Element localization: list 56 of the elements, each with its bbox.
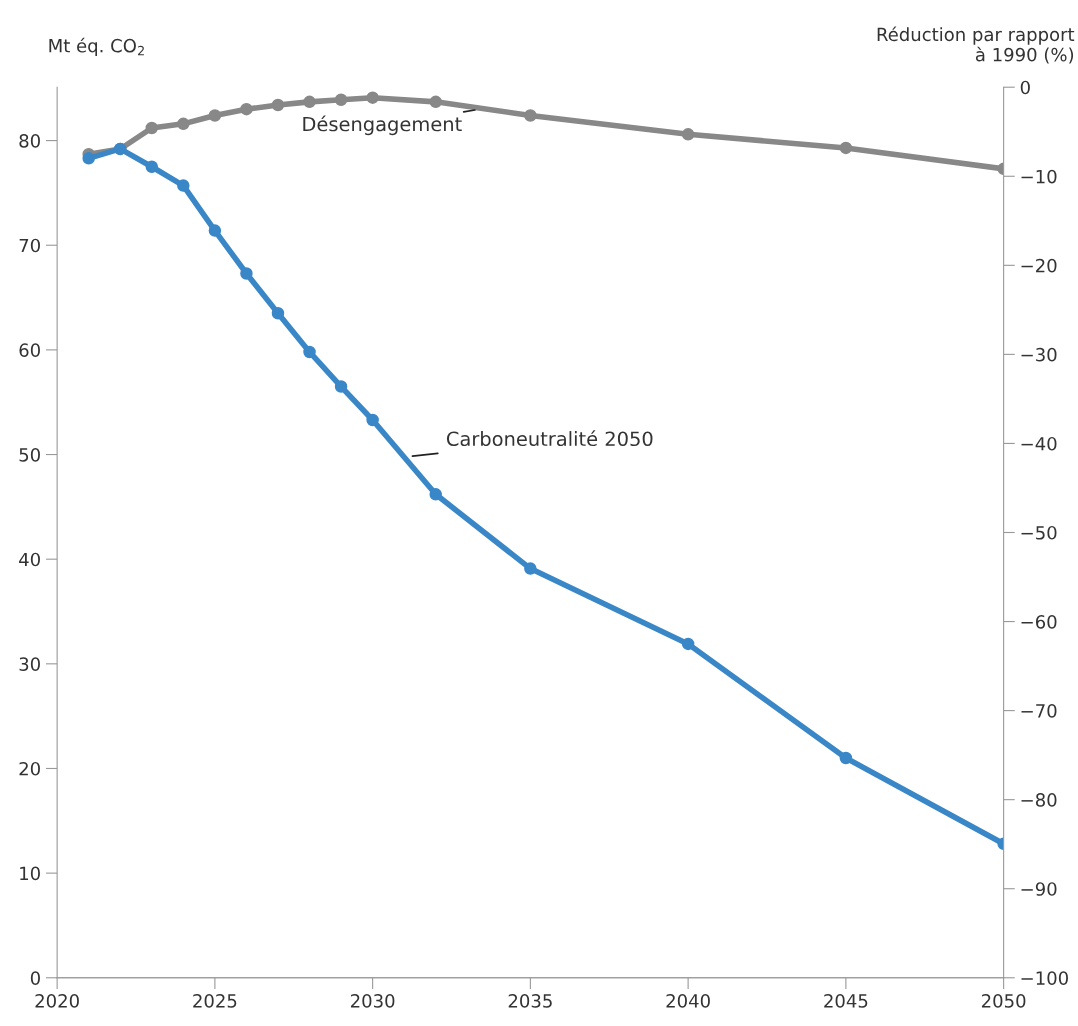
x-tick-label: 2020 bbox=[35, 994, 79, 1008]
series-label: Désengagement bbox=[303, 115, 462, 136]
point bbox=[366, 91, 379, 104]
point bbox=[303, 345, 316, 359]
x-tick-label: 2040 bbox=[666, 994, 710, 1008]
point bbox=[334, 380, 348, 393]
y-tick-label: 10 bbox=[20, 866, 40, 881]
x-tick-label: 2045 bbox=[824, 994, 868, 1008]
point bbox=[208, 224, 222, 237]
y2-tick-label: −50 bbox=[1021, 525, 1057, 540]
y-axis-title: Mt éq. CO$_{2}$ bbox=[49, 37, 144, 56]
x-tick-label: 2035 bbox=[508, 994, 552, 1008]
y2-tick-label: 0 bbox=[1020, 80, 1030, 95]
point bbox=[429, 488, 442, 501]
y2-tick-label: −80 bbox=[1021, 793, 1057, 807]
y2-tick-label: −60 bbox=[1021, 615, 1057, 629]
point bbox=[240, 267, 253, 280]
point bbox=[240, 102, 253, 116]
y-tick-label: 30 bbox=[19, 657, 40, 671]
point bbox=[681, 637, 695, 651]
point bbox=[271, 307, 285, 320]
point bbox=[524, 562, 537, 575]
point bbox=[177, 179, 190, 192]
y2-tick-label: −10 bbox=[1021, 169, 1057, 184]
y2-tick-label: −30 bbox=[1021, 347, 1057, 362]
point bbox=[334, 93, 348, 107]
y2-tick-label: −90 bbox=[1021, 882, 1057, 896]
point bbox=[524, 109, 537, 122]
point bbox=[145, 160, 159, 173]
y-tick-label: 80 bbox=[19, 134, 40, 148]
y2-tick-label: −70 bbox=[1021, 704, 1057, 718]
y-tick-label: 40 bbox=[19, 552, 40, 567]
text: Carboneutralité 2050 bbox=[446, 430, 653, 447]
point bbox=[177, 117, 190, 131]
y-tick-label: 70 bbox=[19, 238, 40, 253]
point bbox=[681, 128, 695, 141]
y-tick-label: 60 bbox=[19, 343, 40, 357]
point bbox=[366, 413, 379, 427]
x-tick-label: 2025 bbox=[193, 994, 237, 1008]
point bbox=[303, 95, 316, 109]
point bbox=[429, 95, 442, 109]
point bbox=[208, 109, 222, 122]
y2-tick-label: −40 bbox=[1021, 436, 1057, 451]
x-tick-label: 2030 bbox=[350, 994, 395, 1008]
point bbox=[145, 121, 159, 135]
point bbox=[82, 152, 95, 165]
point bbox=[839, 141, 853, 155]
point bbox=[271, 98, 285, 112]
y2-tick-label: −100 bbox=[1021, 971, 1068, 985]
y-tick-label: 20 bbox=[19, 761, 40, 776]
y-tick-label: 50 bbox=[19, 447, 40, 462]
x-tick-label: 2050 bbox=[981, 994, 1026, 1008]
y2-axis-title: Réduction par rapport à 1990 (%) bbox=[877, 26, 1075, 64]
point bbox=[839, 751, 853, 765]
y-tick-label: 0 bbox=[30, 971, 40, 985]
y2-tick-label: −20 bbox=[1021, 258, 1057, 273]
